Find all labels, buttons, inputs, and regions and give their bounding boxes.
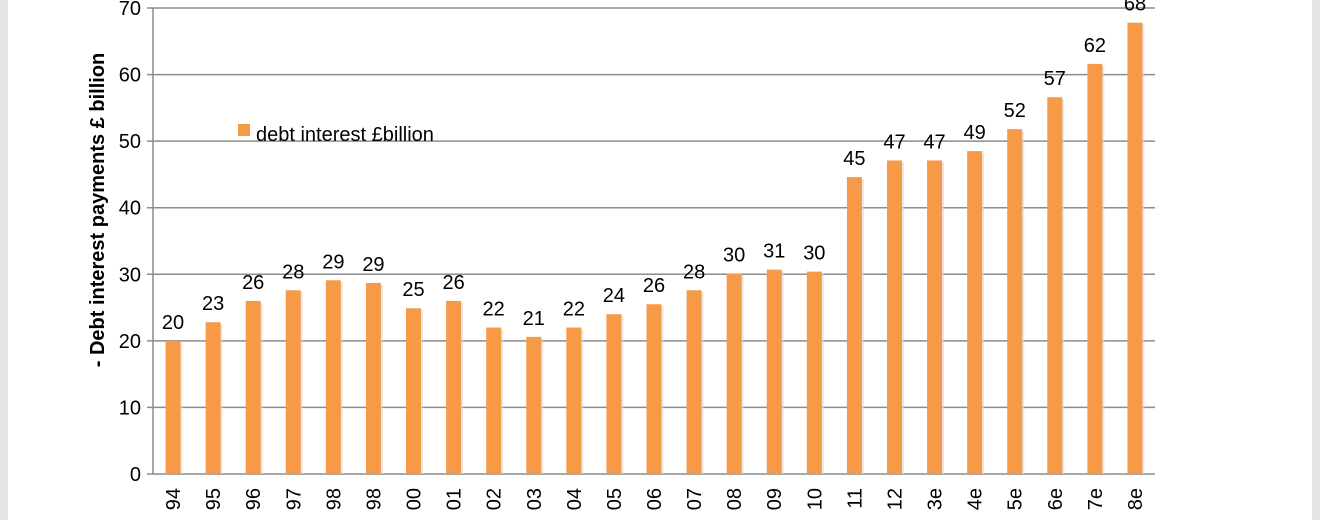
x-tick-label: 10 [804, 488, 826, 510]
y-axis-title: - Debt interest payments £ billion [87, 53, 109, 368]
data-label: 30 [803, 243, 825, 265]
x-tick-label: 03 [524, 488, 546, 510]
y-tick-label: 70 [119, 0, 141, 20]
bar [886, 160, 902, 474]
data-label: 52 [1004, 100, 1026, 122]
x-tick-label: 11 [844, 488, 866, 509]
data-label: 31 [763, 241, 785, 263]
bar-chart: 20 23 26 28 29 29 25 26 22 21 22 24 26 28 30 31 30 45 47 47… [87, 0, 1155, 510]
legend: debt interest £billion [238, 124, 434, 146]
x-tick-label: 96 [243, 488, 265, 510]
data-label: 25 [402, 279, 424, 301]
bar [1047, 97, 1063, 474]
x-tick-label: 08 [724, 488, 746, 510]
data-label: 29 [322, 251, 344, 273]
data-label: 20 [162, 312, 184, 334]
bar [806, 271, 822, 474]
data-label: 28 [282, 261, 304, 283]
bar [726, 273, 742, 474]
bar [686, 290, 702, 474]
bar [526, 336, 542, 474]
data-label: 68 [1124, 0, 1146, 16]
bar [1127, 22, 1143, 474]
x-tick-label: 02 [484, 488, 506, 510]
data-label: 23 [202, 293, 224, 315]
data-label: 28 [683, 261, 705, 283]
data-label: 29 [362, 254, 384, 276]
y-tick-label: 20 [119, 331, 141, 353]
y-tick-label: 10 [119, 397, 141, 419]
x-tick-label: 95 [203, 488, 225, 510]
bar [365, 282, 381, 474]
x-tick-label: 01 [444, 488, 466, 510]
x-axis-ticks: 94 95 96 97 98 98 00 01 02 03 04 05 06 07 08 09 10 11 12 3e… [163, 488, 1147, 510]
data-labels: 20 23 26 28 29 29 25 26 22 21 22 24 26 28 30 31 30 45 47 47… [162, 0, 1146, 334]
bar [967, 151, 983, 474]
bars [165, 22, 1145, 475]
data-label: 47 [923, 131, 945, 153]
bar [566, 327, 582, 474]
y-tick-label: 0 [130, 464, 141, 486]
x-tick-label: 5e [1005, 488, 1027, 510]
data-label: 22 [563, 299, 585, 321]
data-label: 30 [723, 245, 745, 267]
data-label: 45 [843, 148, 865, 170]
data-label: 21 [523, 308, 545, 330]
bar [766, 269, 782, 474]
bar [165, 340, 181, 474]
bar [245, 300, 261, 474]
legend-label: debt interest £billion [256, 124, 434, 146]
x-tick-label: 6e [1045, 488, 1067, 510]
legend-swatch [238, 124, 250, 136]
x-tick-label: 3e [925, 488, 947, 510]
x-tick-label: 05 [604, 488, 626, 510]
data-label: 24 [603, 285, 625, 307]
x-tick-label: 98 [323, 488, 345, 510]
x-tick-label: 8e [1125, 488, 1147, 510]
data-label: 62 [1084, 35, 1106, 57]
bar [1087, 63, 1103, 475]
bar [486, 327, 502, 474]
data-label: 26 [643, 275, 665, 297]
y-axis-ticks: 0 10 20 30 40 50 60 70 [119, 0, 141, 486]
y-tick-label: 50 [119, 131, 141, 153]
y-tick-label: 30 [119, 264, 141, 286]
data-label: 49 [964, 122, 986, 144]
x-tick-label: 04 [564, 488, 586, 510]
chart-frame: 20 23 26 28 29 29 25 26 22 21 22 24 26 28 30 31 30 45 47 47… [8, 0, 1312, 520]
x-tick-label: 7e [1085, 488, 1107, 510]
data-label: 22 [483, 299, 505, 321]
bar [406, 308, 422, 474]
y-tick-label: 60 [119, 65, 141, 87]
x-tick-label: 09 [764, 488, 786, 510]
x-tick-label: 98 [363, 488, 385, 510]
bar [606, 314, 622, 474]
x-tick-label: 07 [684, 488, 706, 510]
data-label: 26 [442, 272, 464, 294]
bar [846, 177, 862, 474]
x-tick-label: 94 [163, 488, 185, 510]
bar [446, 300, 462, 474]
bar [646, 304, 662, 474]
x-tick-label: 06 [644, 488, 666, 510]
data-label: 26 [242, 272, 264, 294]
data-label: 57 [1044, 68, 1066, 90]
x-tick-label: 97 [283, 488, 305, 510]
x-tick-label: 00 [404, 488, 426, 510]
bar [325, 280, 341, 474]
y-tick-label: 40 [119, 198, 141, 220]
bar [285, 290, 301, 474]
data-label: 47 [883, 131, 905, 153]
bar [1007, 129, 1023, 474]
bar [927, 160, 943, 474]
x-tick-label: 12 [884, 488, 906, 510]
x-tick-label: 4e [965, 488, 987, 510]
bar [205, 322, 221, 474]
